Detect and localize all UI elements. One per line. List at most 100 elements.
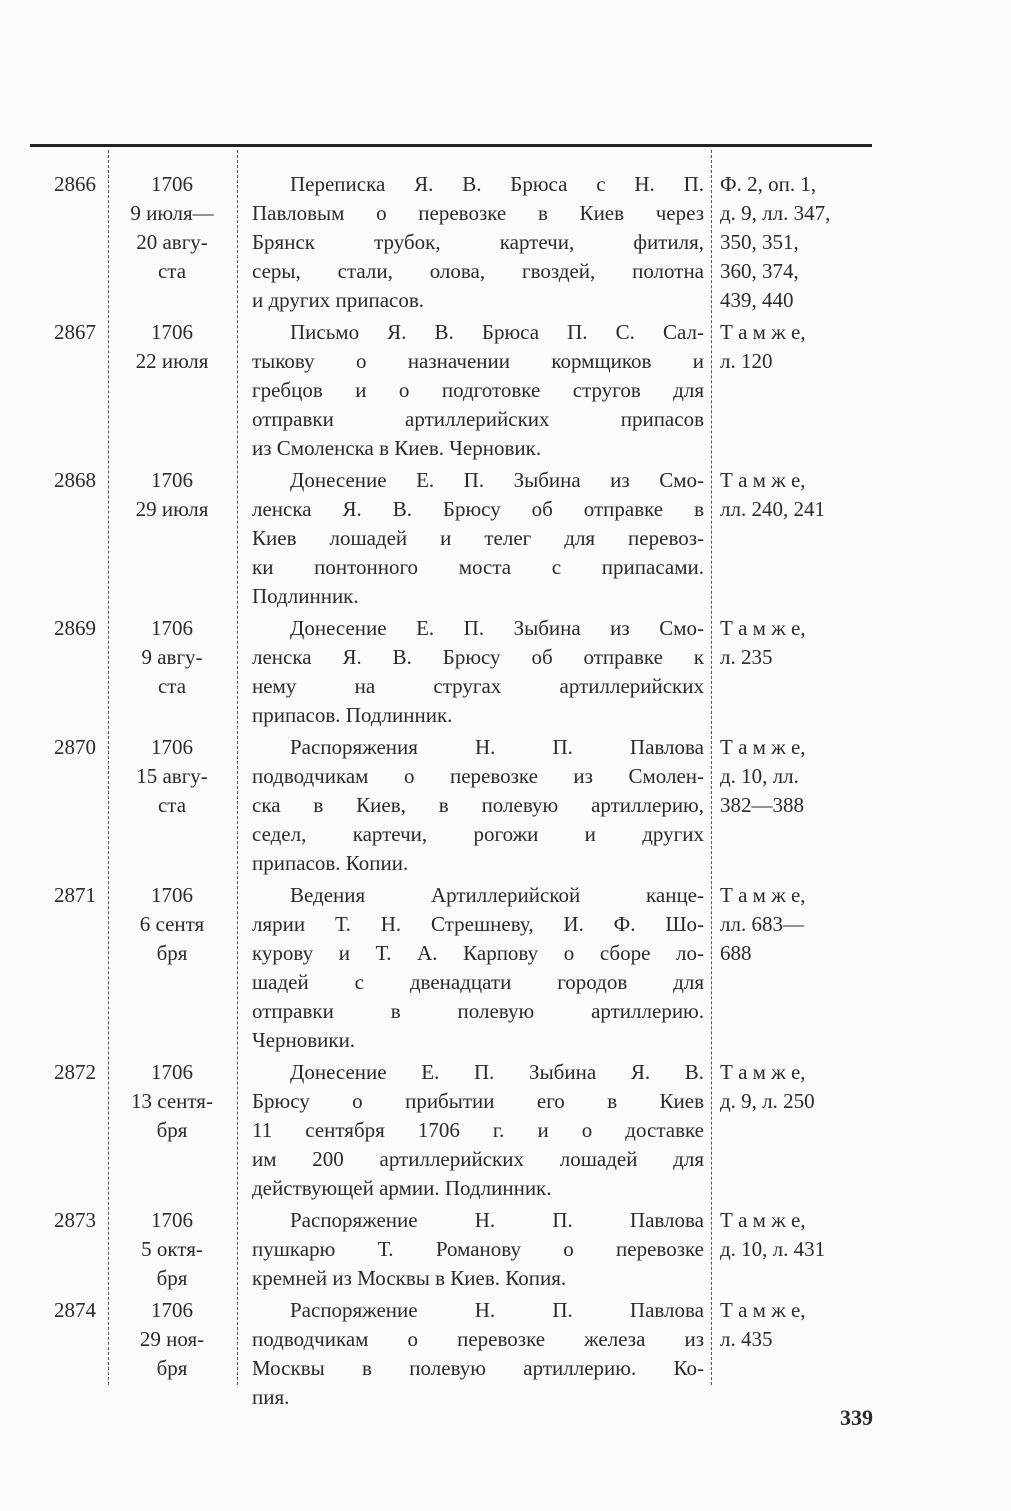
archive-line: лл. 240, 241 — [720, 497, 825, 521]
date-line: 29 ноя- — [139, 1327, 205, 1351]
description-line: пия. — [252, 1385, 290, 1409]
archive-line: Т а м ж е, — [720, 320, 806, 344]
archive-line: л. 120 — [720, 349, 773, 373]
date-line: 1706 — [151, 616, 193, 640]
date-line: 9 июля— — [130, 201, 214, 225]
date-line: 15 авгу- — [136, 764, 208, 788]
table-row: 2870 1706 15 авгу-ста Т а м ж е, д. 10, лл. 3… — [0, 733, 1011, 881]
date-line: ста — [157, 259, 187, 283]
archive-line: д. 10, л. 431 — [720, 1237, 826, 1261]
page-number: 339 — [840, 1405, 873, 1430]
description-line: ленска Я. В. Брюсу об отправке в — [252, 497, 704, 521]
description-line: Подлинник. — [252, 584, 359, 608]
entry-date: 1706 15 авгу-ста — [112, 733, 232, 820]
date-line: 5 октя- — [141, 1237, 203, 1261]
archive-reference: Т а м ж е, лл. 683— 688 — [720, 881, 880, 968]
description-line: Распоряжения Н. П. Павлова — [290, 735, 704, 759]
entry-number: 2870 — [54, 735, 96, 759]
description-line: отправки в полевую артиллерию. — [252, 999, 704, 1023]
description-line: им 200 артиллерийских лошадей для — [252, 1147, 704, 1171]
date-line: 1706 — [151, 1298, 193, 1322]
date-line: 1706 — [151, 468, 193, 492]
entry-description: Ведения Артиллерийской канце-лярии Т. Н.… — [252, 881, 704, 1055]
entry-description: Распоряжение Н. П. Павлова подводчикам о … — [252, 1296, 704, 1412]
description-line: Распоряжение Н. П. Павлова — [290, 1298, 704, 1322]
column-divider — [108, 150, 109, 1385]
column-divider — [237, 150, 238, 1385]
archive-line: лл. 683— — [720, 912, 804, 936]
date-line: 22 июля — [135, 349, 209, 373]
archive-line: Т а м ж е, — [720, 1208, 806, 1232]
description-line: из Смоленска в Киев. Черновик. — [252, 436, 542, 460]
entry-date: 1706 6 сентя бря — [112, 881, 232, 968]
date-line: 29 июля — [135, 497, 209, 521]
archive-line: Т а м ж е, — [720, 468, 806, 492]
table-row: 2873 1706 5 октя-бря Т а м ж е, д. 10, л. 43… — [0, 1206, 1011, 1296]
description-line: Киев лошадей и телег для перевоз- — [252, 526, 704, 550]
description-line: отправки артиллерийских припасов — [252, 407, 704, 431]
archive-line: 439, 440 — [720, 288, 794, 312]
entry-number: 2869 — [54, 616, 96, 640]
entries-table: 2866 1706 9 июля— 20 авгу-ста Ф. 2, оп. 1, д.… — [0, 170, 1011, 1415]
date-line: 9 авгу- — [141, 645, 203, 669]
entry-description: Донесение Е. П. Зыбина из Смо-ленска Я. … — [252, 466, 704, 611]
archive-line: 350, 351, — [720, 230, 799, 254]
date-line: 1706 — [151, 735, 193, 759]
description-line: ска в Киев, в полевую артиллерию, — [252, 793, 704, 817]
archive-line: Ф. 2, оп. 1, — [720, 172, 817, 196]
archive-line: Т а м ж е, — [720, 883, 806, 907]
description-line: и других припасов. — [252, 288, 425, 312]
table-row: 2866 1706 9 июля— 20 авгу-ста Ф. 2, оп. 1, д.… — [0, 170, 1011, 318]
entry-date: 1706 9 июля— 20 авгу-ста — [112, 170, 232, 286]
description-line: припасов. Подлинник. — [252, 703, 453, 727]
table-row: 2872 1706 13 сентя-бря Т а м ж е, д. 9, л. 2… — [0, 1058, 1011, 1206]
date-line: бря — [156, 1356, 188, 1380]
description-line: Черновики. — [252, 1028, 356, 1052]
column-divider — [711, 150, 712, 1385]
table-row: 2869 1706 9 авгу-ста Т а м ж е, л. 235 Донесе… — [0, 614, 1011, 733]
archive-line: 688 — [720, 941, 752, 965]
description-line: подводчикам о перевозке железа из — [252, 1327, 704, 1351]
table-row: 2868 1706 29 июля Т а м ж е, лл. 240, 241 Дон… — [0, 466, 1011, 614]
description-line: Брюсу о прибытии его в Киев — [252, 1089, 704, 1113]
entry-date: 1706 13 сентя-бря — [112, 1058, 232, 1145]
description-line: Москвы в полевую артиллерию. Ко- — [252, 1356, 704, 1380]
entry-description: Донесение Е. П. Зыбина из Смо-ленска Я. … — [252, 614, 704, 730]
description-line: лярии Т. Н. Стрешневу, И. Ф. Шо- — [252, 912, 704, 936]
date-line: бря — [156, 1266, 188, 1290]
date-line: 1706 — [151, 1208, 193, 1232]
description-line: курову и Т. А. Карпову о сборе ло- — [252, 941, 704, 965]
date-line: ста — [157, 674, 187, 698]
date-line: ста — [157, 793, 187, 817]
date-line: 20 авгу- — [136, 230, 208, 254]
date-line: бря — [156, 1118, 188, 1142]
date-line: 13 сентя- — [131, 1089, 213, 1113]
entry-number: 2867 — [54, 320, 96, 344]
description-line: кремней из Москвы в Киев. Копия. — [252, 1266, 567, 1290]
entry-date: 1706 29 ноя-бря — [112, 1296, 232, 1383]
archive-line: д. 9, л. 250 — [720, 1089, 815, 1113]
description-line: припасов. Копии. — [252, 851, 409, 875]
entry-date: 1706 29 июля — [112, 466, 232, 524]
date-line: 1706 — [151, 1060, 193, 1084]
entry-number: 2872 — [54, 1060, 96, 1084]
entry-description: Донесение Е. П. Зыбина Я. В. Брюсу о приб… — [252, 1058, 704, 1203]
description-line: гребцов и о подготовке стругов для — [252, 378, 704, 402]
archive-line: д. 9, лл. 347, — [720, 201, 831, 225]
entry-description: Письмо Я. В. Брюса П. С. Сал-тыкову о на… — [252, 318, 704, 463]
table-row: 2867 1706 22 июля Т а м ж е, л. 120 Письмо Я.… — [0, 318, 1011, 466]
archive-reference: Т а м ж е, л. 435 — [720, 1296, 880, 1354]
top-rule — [30, 144, 872, 147]
entry-description: Распоряжения Н. П. Павлова подводчикам о … — [252, 733, 704, 878]
entry-number: 2874 — [54, 1298, 96, 1322]
description-line: тыкову о назначении кормщиков и — [252, 349, 704, 373]
archive-reference: Ф. 2, оп. 1, д. 9, лл. 347, 350, 351, 360, … — [720, 170, 880, 315]
description-line: Брянск трубок, картечи, фитиля, — [252, 230, 704, 254]
archive-reference: Т а м ж е, д. 10, лл. 382—388 — [720, 733, 880, 820]
archive-reference: Т а м ж е, л. 235 — [720, 614, 880, 672]
archive-line: л. 235 — [720, 645, 773, 669]
archive-line: 382—388 — [720, 793, 804, 817]
entry-description: Переписка Я. В. Брюса с Н. П. Павловым о … — [252, 170, 704, 315]
description-line: подводчикам о перевозке из Смолен- — [252, 764, 704, 788]
